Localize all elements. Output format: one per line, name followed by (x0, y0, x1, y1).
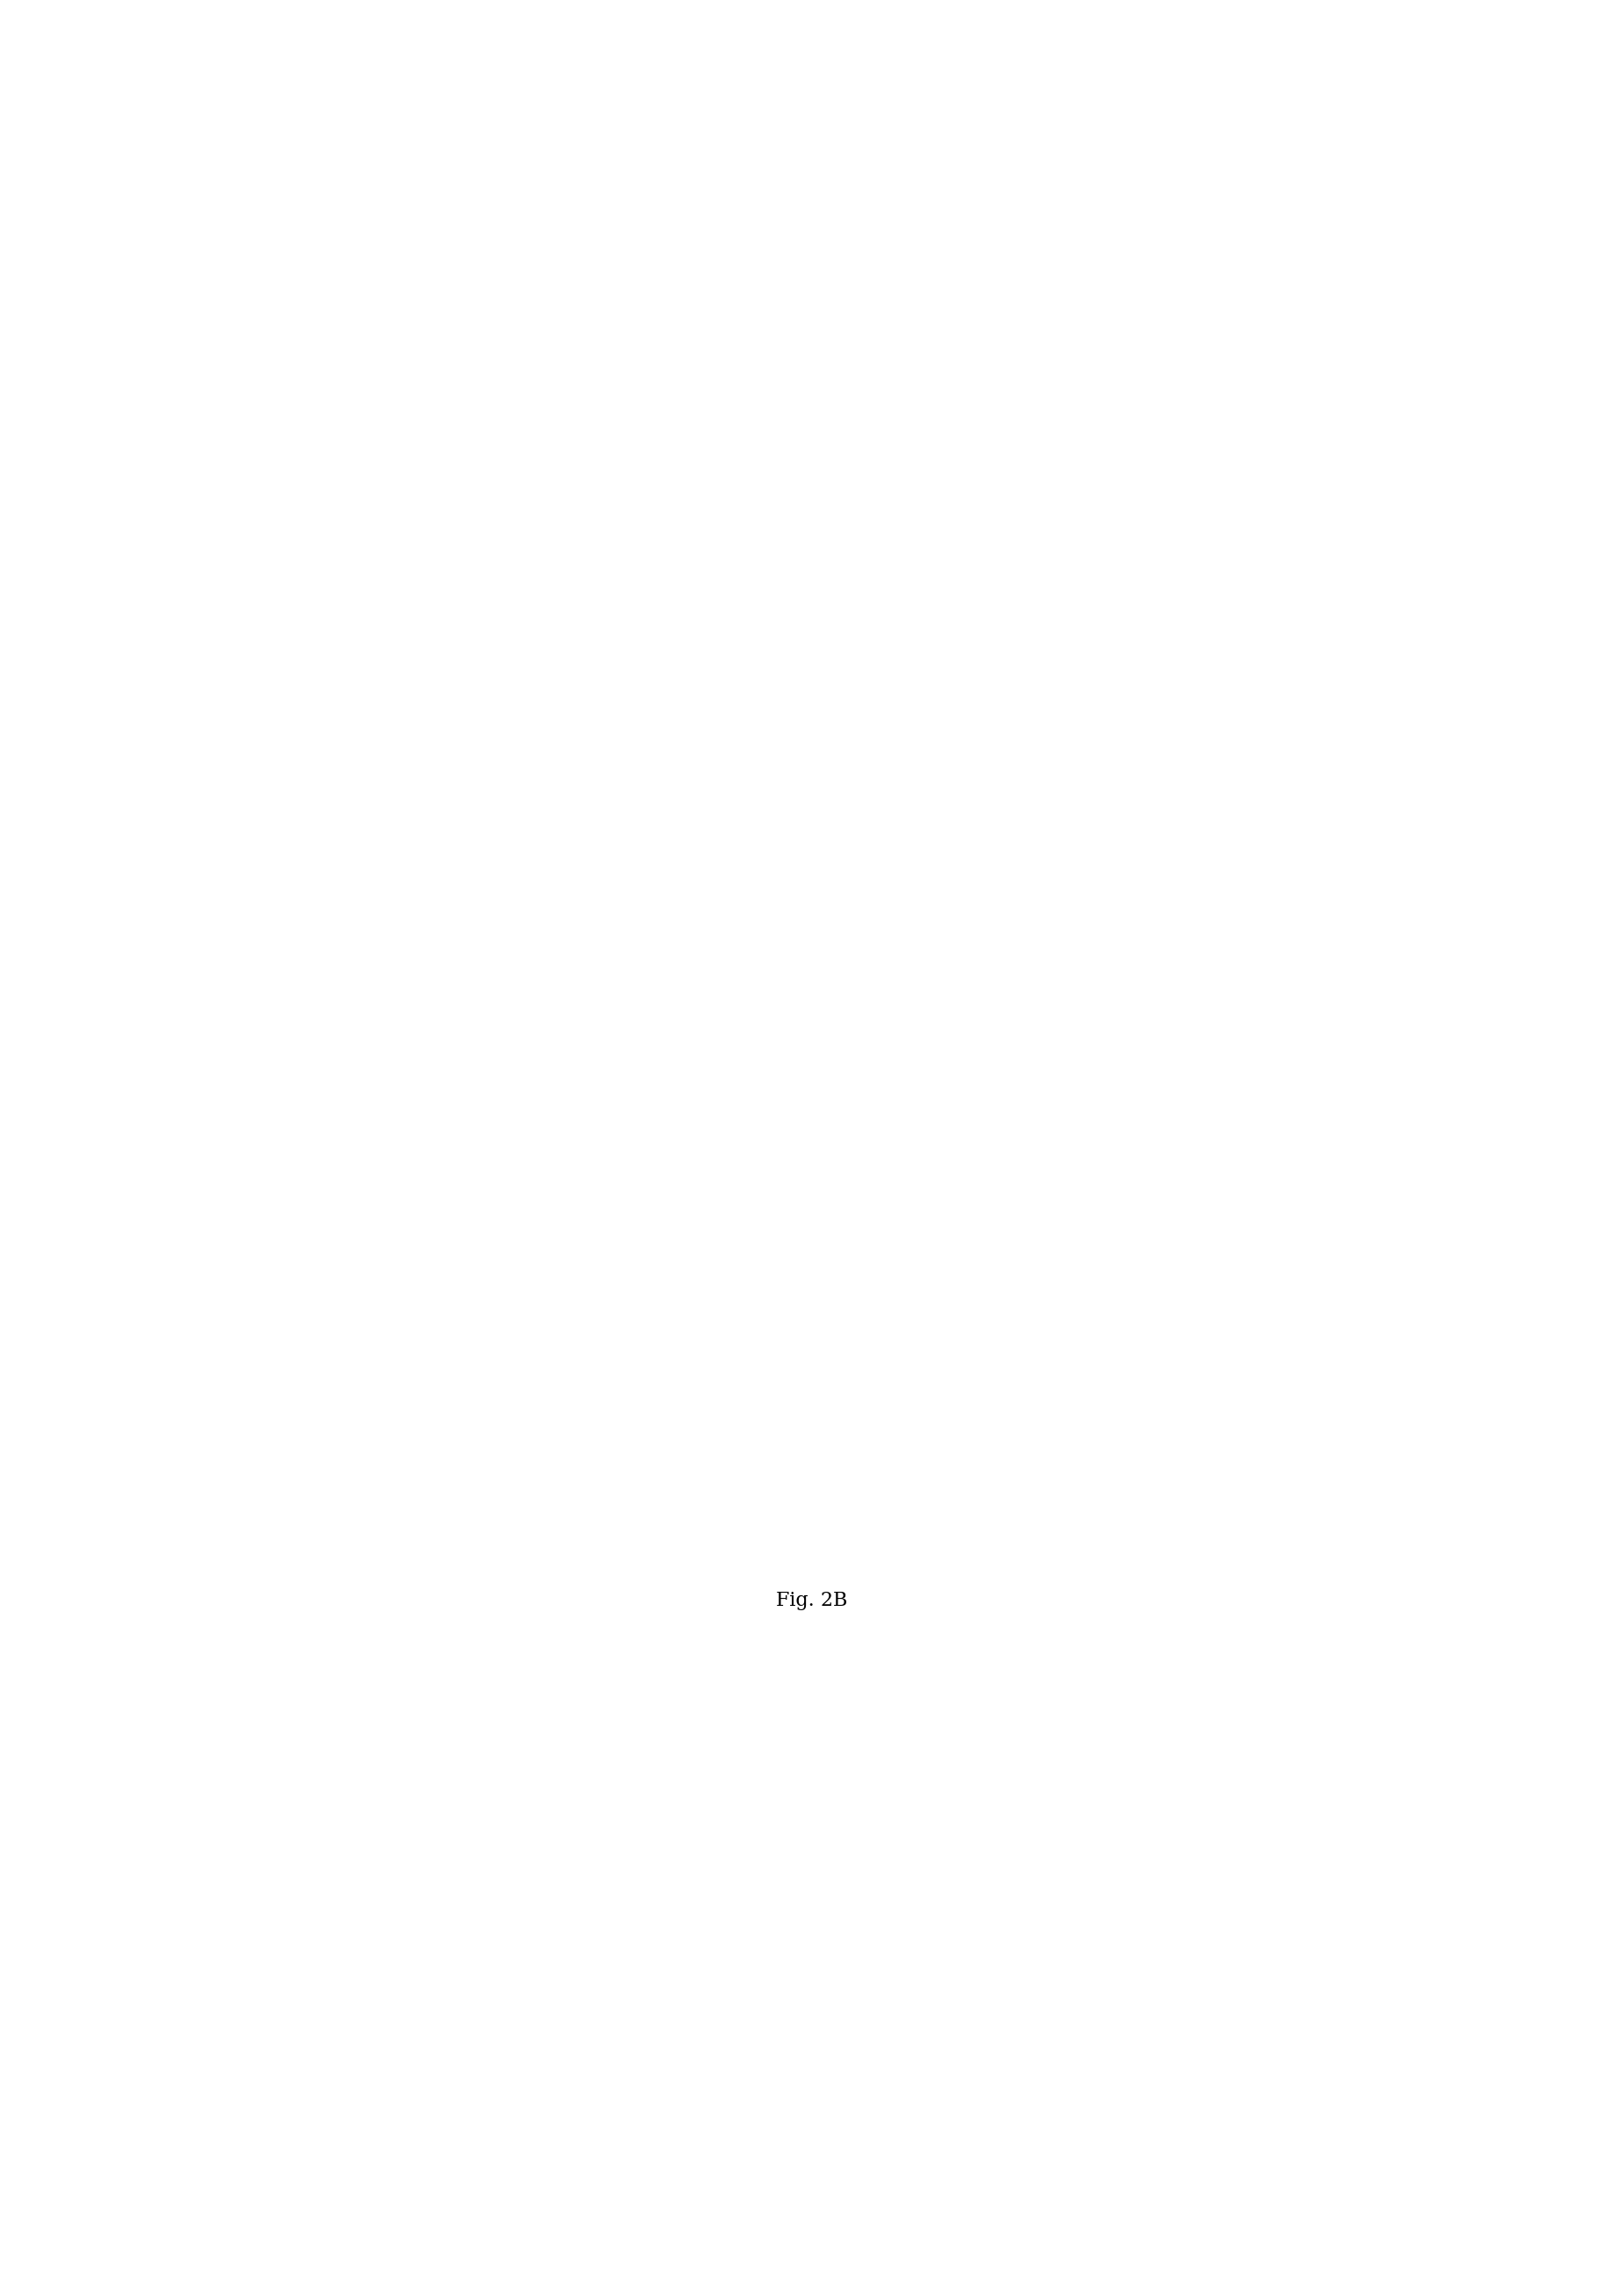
Text: Fig. 2B: Fig. 2B (776, 1592, 848, 1610)
